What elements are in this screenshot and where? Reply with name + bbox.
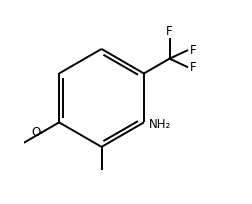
Text: F: F bbox=[166, 25, 173, 38]
Text: O: O bbox=[31, 126, 40, 139]
Text: F: F bbox=[190, 61, 196, 74]
Text: NH₂: NH₂ bbox=[149, 118, 171, 131]
Text: F: F bbox=[190, 43, 196, 57]
